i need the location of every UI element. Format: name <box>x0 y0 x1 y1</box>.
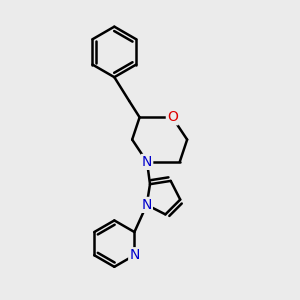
Text: N: N <box>142 198 152 212</box>
Text: N: N <box>129 248 140 262</box>
Text: N: N <box>142 155 152 169</box>
Text: O: O <box>167 110 178 124</box>
